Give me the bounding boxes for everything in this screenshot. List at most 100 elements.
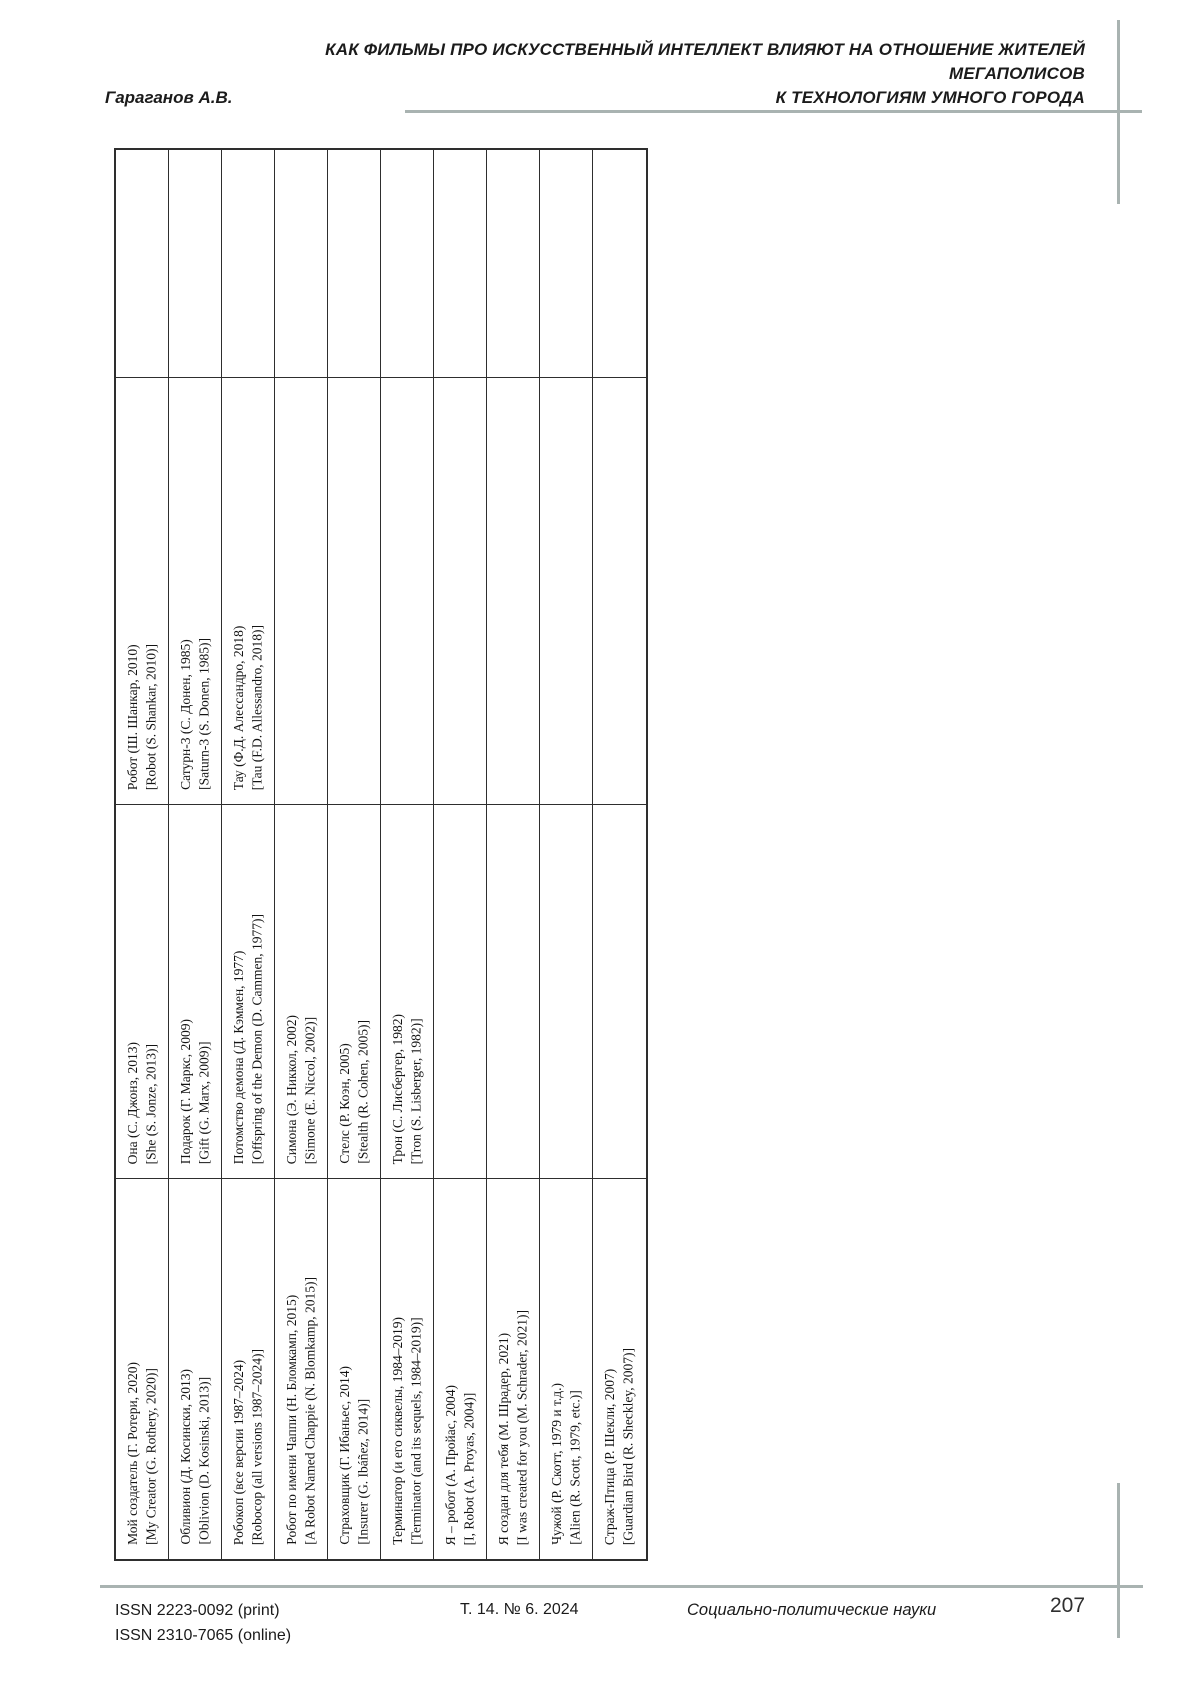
- table-cell: Робот по имени Чаппи (Н. Бломкамп, 2015)…: [275, 1179, 328, 1559]
- table-cell-empty: [222, 150, 275, 378]
- film-title-ru: Я – робот (А. Пройас, 2004): [442, 1384, 458, 1545]
- film-entry: Страж-Птица (Р. Шекли, 2007) [Guardian B…: [601, 1348, 638, 1545]
- page-number: 207: [1050, 1594, 1086, 1617]
- film-title-ru: Обливион (Д. Косински, 2013): [177, 1369, 193, 1545]
- table-cell: Чужой (Р. Скотт, 1979 и т.д.) [Alien (R.…: [540, 1179, 593, 1559]
- film-title-ru: Страж-Птица (Р. Шекли, 2007): [602, 1368, 617, 1545]
- footer-rule: [100, 1585, 1143, 1588]
- film-title-ru: Страховщик (Г. Ибаньес, 2014): [336, 1366, 352, 1545]
- film-title-en: [Simone (E. Niccol, 2002)]: [302, 1016, 317, 1164]
- film-title-en: [My Creator (G. Rothery, 2020)]: [143, 1368, 158, 1545]
- table-cell: Симона (Э. Никкол, 2002) [Simone (E. Nic…: [275, 805, 328, 1179]
- table-cell: Робот (Ш. Шанкар, 2010) [Robot (S. Shank…: [116, 378, 169, 805]
- film-title-en: [Stealth (R. Cohen, 2005)]: [355, 1020, 370, 1164]
- films-table: Робот (Ш. Шанкар, 2010) [Robot (S. Shank…: [114, 148, 648, 1561]
- table-cell-empty: [328, 150, 381, 378]
- table-cell: Сатурн-3 (С. Донен, 1985) [Saturn-3 (S. …: [169, 378, 222, 805]
- film-entry: Терминатор (и его сиквелы, 1984–2019) [T…: [389, 1317, 426, 1545]
- table-cell-empty: [540, 378, 593, 805]
- film-title-en: [Robocop (all versions 1987–2024)]: [249, 1348, 264, 1545]
- table-cell: Я создан для тебя (М. Шрадер, 2021) [I w…: [487, 1179, 540, 1559]
- film-title-en: [Guardian Bird (R. Sheckley, 2007)]: [620, 1347, 636, 1545]
- film-title-ru: Робокоп (все версии 1987–2024): [230, 1359, 246, 1545]
- table-cell-empty: [116, 150, 169, 378]
- film-title-ru: Мой создатель (Г. Ротери, 2020): [124, 1362, 140, 1545]
- film-title-ru: Терминатор (и его сиквелы, 1984–2019): [389, 1317, 405, 1545]
- film-title-en: [Saturn-3 (S. Donen, 1985)]: [196, 638, 211, 790]
- film-title-en: [Insurer (G. Ibáñez, 2014)]: [355, 1399, 370, 1545]
- film-entry: Трон (С. Лисбергер, 1982) [Tron (S. Lisb…: [389, 1014, 426, 1164]
- table-cell: Терминатор (и его сиквелы, 1984–2019) [T…: [381, 1179, 434, 1559]
- film-title-en: [I, Robot (A. Proyas, 2004)]: [461, 1392, 476, 1545]
- film-title-ru: Сатурн-3 (С. Донен, 1985): [177, 639, 193, 790]
- journal-name: Социально-политические науки: [687, 1601, 937, 1619]
- film-entry: Страховщик (Г. Ибаньес, 2014) [Insurer (…: [336, 1366, 373, 1545]
- header-rule: [405, 110, 1142, 113]
- table-cell-empty: [593, 150, 646, 378]
- film-entry: Чужой (Р. Скотт, 1979 и т.д.) [Alien (R.…: [548, 1383, 585, 1545]
- film-title-en: [Robot (S. Shankar, 2010)]: [143, 643, 158, 790]
- film-title-ru: Робот (Ш. Шанкар, 2010): [124, 644, 140, 790]
- film-title-ru: Чужой (Р. Скотт, 1979 и т.д.): [548, 1383, 564, 1545]
- film-title-en: [Oblivion (D. Kosinski, 2013)]: [196, 1377, 211, 1545]
- film-title-ru: Симона (Э. Никкол, 2002): [283, 1014, 299, 1164]
- film-entry: Она (С. Джонз, 2013) [She (S. Jonze, 201…: [124, 1042, 161, 1164]
- table-cell: Я – робот (А. Пройас, 2004) [I, Robot (A…: [434, 1179, 487, 1559]
- film-title-ru: Робот по имени Чаппи (Н. Бломкамп, 2015): [283, 1295, 299, 1545]
- film-entry: Стелс (Р. Коэн, 2005) [Stealth (R. Cohen…: [336, 1020, 373, 1164]
- film-entry: Обливион (Д. Косински, 2013) [Oblivion (…: [177, 1369, 214, 1545]
- table-cell: Стелс (Р. Коэн, 2005) [Stealth (R. Cohen…: [328, 805, 381, 1179]
- film-title-en: [A Robot Named Chappie (N. Blomkamp, 201…: [302, 1277, 317, 1545]
- table-cell: Она (С. Джонз, 2013) [She (S. Jonze, 201…: [116, 805, 169, 1179]
- film-title-en: [Tau (F.D. Allessandro, 2018)]: [249, 624, 264, 790]
- film-title-ru: Трон (С. Лисбергер, 1982): [389, 1013, 405, 1164]
- table-cell-empty: [381, 150, 434, 378]
- table-cell: Страховщик (Г. Ибаньес, 2014) [Insurer (…: [328, 1179, 381, 1559]
- article-title-line1: КАК ФИЛЬМЫ ПРО ИСКУССТВЕННЫЙ ИНТЕЛЛЕКТ В…: [325, 40, 1085, 83]
- film-title-en: [Tron (S. Lisberger, 1982)]: [408, 1017, 423, 1164]
- table-cell-empty: [434, 805, 487, 1179]
- film-entry: Я – робот (А. Пройас, 2004) [I, Robot (A…: [442, 1385, 479, 1545]
- volume-issue: Т. 14. № 6. 2024: [460, 1601, 579, 1618]
- film-entry: Симона (Э. Никкол, 2002) [Simone (E. Nic…: [283, 1015, 320, 1164]
- film-title-en: [Gift (G. Marx, 2009)]: [196, 1041, 211, 1164]
- film-title-ru: Тау (Ф.Д. Алессандро, 2018): [230, 625, 246, 790]
- article-title-line2: К ТЕХНОЛОГИЯМ УМНОГО ГОРОДА: [775, 88, 1085, 107]
- table-cell: Мой создатель (Г. Ротери, 2020) [My Crea…: [116, 1179, 169, 1559]
- film-entry: Робот (Ш. Шанкар, 2010) [Robot (S. Shank…: [124, 644, 161, 790]
- table-cell-empty: [275, 378, 328, 805]
- film-entry: Потомство демона (Д. Кэммен, 1977) [Offs…: [230, 914, 267, 1164]
- film-title-ru: Стелс (Р. Коэн, 2005): [336, 1043, 352, 1164]
- table-cell-empty: [593, 378, 646, 805]
- table-cell-empty: [169, 150, 222, 378]
- issn-online: ISSN 2310-7065 (online): [115, 1627, 292, 1644]
- film-entry: Робокоп (все версии 1987–2024) [Robocop …: [230, 1349, 267, 1545]
- table-cell: Трон (С. Лисбергер, 1982) [Tron (S. Lisb…: [381, 805, 434, 1179]
- table-cell-empty: [434, 378, 487, 805]
- table-cell: Подарок (Г. Маркс, 2009) [Gift (G. Marx,…: [169, 805, 222, 1179]
- table-cell-empty: [328, 378, 381, 805]
- article-title: КАК ФИЛЬМЫ ПРО ИСКУССТВЕННЫЙ ИНТЕЛЛЕКТ В…: [185, 38, 1085, 110]
- table-cell: Потомство демона (Д. Кэммен, 1977) [Offs…: [222, 805, 275, 1179]
- table-cell-empty: [487, 150, 540, 378]
- table-cell: Тау (Ф.Д. Алессандро, 2018) [Tau (F.D. A…: [222, 378, 275, 805]
- film-title-en: [Alien (R. Scott, 1979, etc.)]: [567, 1390, 582, 1545]
- table-cell-empty: [487, 805, 540, 1179]
- film-title-en: [She (S. Jonze, 2013)]: [143, 1043, 158, 1164]
- table-cell-empty: [540, 150, 593, 378]
- table-cell-empty: [275, 150, 328, 378]
- author-name: Гараганов А.В.: [105, 88, 233, 107]
- issn-print: ISSN 2223-0092 (print): [115, 1602, 280, 1619]
- table-cell: Робокоп (все версии 1987–2024) [Robocop …: [222, 1179, 275, 1559]
- table-cell: Страж-Птица (Р. Шекли, 2007) [Guardian B…: [593, 1179, 646, 1559]
- header-vertical-rule: [1117, 20, 1120, 204]
- film-entry: Подарок (Г. Маркс, 2009) [Gift (G. Marx,…: [177, 1019, 214, 1164]
- table-cell-empty: [540, 805, 593, 1179]
- film-title-en: [Offspring of the Demon (D. Cammen, 1977…: [249, 913, 264, 1164]
- film-title-ru: Потомство демона (Д. Кэммен, 1977): [230, 950, 246, 1164]
- table-cell: Обливион (Д. Косински, 2013) [Oblivion (…: [169, 1179, 222, 1559]
- issn-block: ISSN 2223-0092 (print) ISSN 2310-7065 (o…: [115, 1598, 291, 1648]
- film-title-ru: Подарок (Г. Маркс, 2009): [177, 1018, 193, 1164]
- film-entry: Тау (Ф.Д. Алессандро, 2018) [Tau (F.D. A…: [230, 625, 267, 790]
